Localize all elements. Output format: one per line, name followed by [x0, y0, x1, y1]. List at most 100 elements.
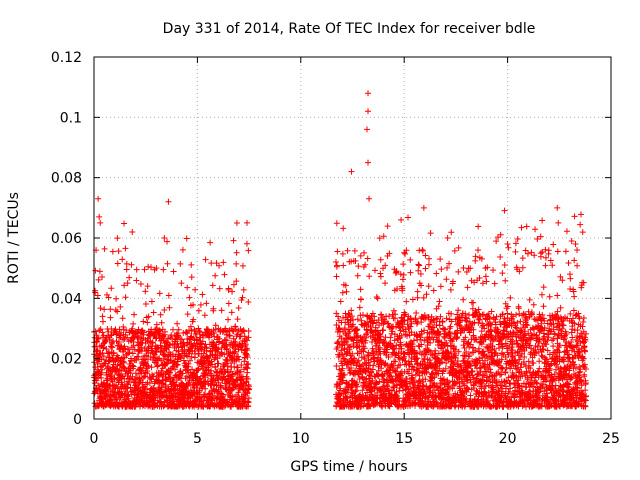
data-point	[427, 230, 434, 237]
data-point	[368, 388, 375, 395]
data-point	[403, 247, 410, 254]
data-point	[519, 255, 526, 262]
data-point	[470, 299, 477, 306]
data-point	[539, 311, 546, 318]
data-point	[144, 319, 151, 326]
data-point	[513, 311, 520, 318]
data-point	[108, 343, 115, 350]
data-point	[536, 358, 543, 365]
data-point	[523, 314, 530, 321]
data-point	[398, 332, 405, 339]
data-point	[99, 318, 106, 325]
data-point	[195, 366, 202, 373]
data-point	[384, 362, 391, 369]
data-point	[245, 395, 252, 402]
data-point	[523, 223, 530, 230]
data-point	[403, 298, 410, 305]
data-point	[177, 354, 184, 361]
data-point	[100, 353, 107, 360]
data-point	[554, 335, 561, 342]
data-point	[402, 311, 409, 318]
data-point	[244, 376, 251, 383]
data-point	[101, 245, 108, 252]
data-point	[513, 325, 520, 332]
data-point	[354, 316, 361, 323]
data-point	[225, 300, 232, 307]
data-point	[233, 260, 240, 267]
data-point	[561, 354, 568, 361]
data-point	[482, 357, 489, 364]
data-point	[374, 389, 381, 396]
data-point	[499, 350, 506, 357]
data-point	[416, 262, 423, 269]
data-point	[531, 349, 538, 356]
data-point	[99, 329, 106, 336]
data-point	[361, 249, 368, 256]
data-point	[354, 359, 361, 366]
data-point	[114, 308, 121, 315]
data-point	[570, 307, 577, 314]
data-point	[456, 383, 463, 390]
data-point	[219, 393, 226, 400]
data-point	[339, 351, 346, 358]
data-point	[340, 225, 347, 232]
data-point	[541, 317, 548, 324]
data-point	[357, 286, 364, 293]
data-point	[244, 390, 251, 397]
data-point	[542, 246, 549, 253]
data-point	[153, 344, 160, 351]
data-point	[151, 351, 158, 358]
data-point	[170, 268, 177, 275]
data-point	[225, 316, 232, 323]
data-point	[502, 368, 509, 375]
data-point	[233, 278, 240, 285]
data-point	[179, 246, 186, 253]
data-point	[137, 364, 144, 371]
data-point	[448, 310, 455, 317]
data-point	[188, 274, 195, 281]
data-point	[569, 315, 576, 322]
data-point	[381, 337, 388, 344]
data-point	[499, 382, 506, 389]
data-point	[417, 270, 424, 277]
data-point	[233, 219, 240, 226]
data-point	[123, 260, 130, 267]
data-point	[464, 284, 471, 291]
data-point	[195, 350, 202, 357]
data-point	[243, 240, 250, 247]
data-point	[140, 318, 147, 325]
data-point	[418, 282, 425, 289]
data-point	[360, 348, 367, 355]
data-point	[572, 365, 579, 372]
data-point	[178, 280, 185, 287]
data-point	[472, 347, 479, 354]
data-point	[409, 341, 416, 348]
data-point	[240, 286, 247, 293]
data-point	[551, 371, 558, 378]
data-point	[414, 288, 421, 295]
data-point	[562, 366, 569, 373]
data-point	[109, 354, 116, 361]
data-point	[95, 335, 102, 342]
data-point	[386, 313, 393, 320]
data-point	[96, 268, 103, 275]
data-point	[409, 296, 416, 303]
data-point	[124, 392, 131, 399]
data-point	[471, 279, 478, 286]
data-point	[451, 359, 458, 366]
data-point	[559, 277, 566, 284]
data-point	[158, 384, 165, 391]
data-point	[141, 373, 148, 380]
data-point	[218, 384, 225, 391]
data-point	[212, 272, 219, 279]
data-point	[574, 342, 581, 349]
data-point	[339, 289, 346, 296]
data-point	[377, 270, 384, 277]
data-point	[333, 362, 340, 369]
data-point	[144, 335, 151, 342]
data-point	[230, 237, 237, 244]
data-point	[340, 314, 347, 321]
data-point	[348, 364, 355, 371]
data-point	[163, 393, 170, 400]
data-point	[451, 247, 458, 254]
